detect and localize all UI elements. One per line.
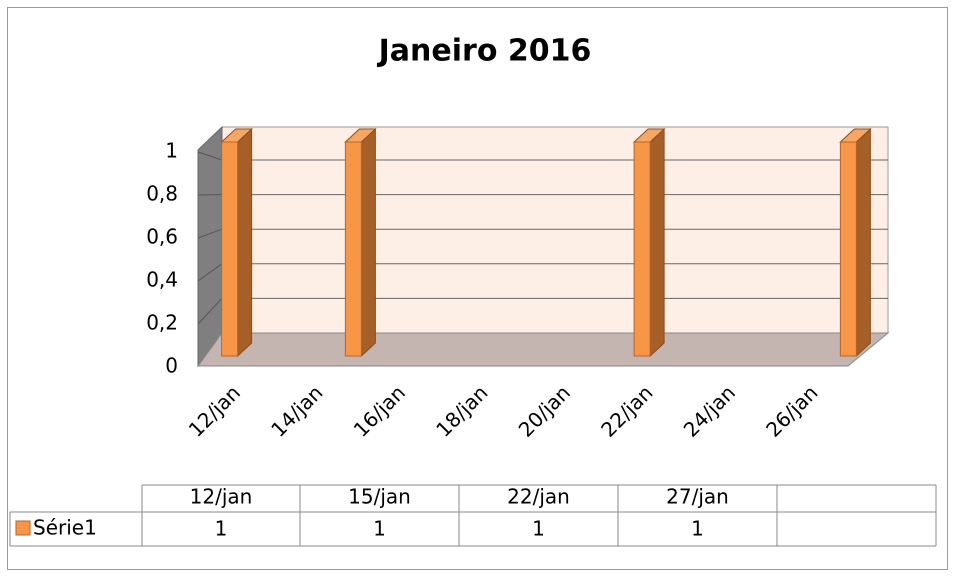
y-tick-label: 0,6	[146, 225, 178, 249]
table-header: 12/jan	[190, 485, 253, 509]
table-value: 1	[215, 517, 228, 541]
bar-side	[856, 129, 870, 356]
y-tick-label: 1	[165, 139, 178, 163]
legend-label: Série1	[33, 516, 97, 540]
chart-title: Janeiro 2016	[377, 34, 592, 69]
legend-swatch	[16, 521, 30, 535]
bar-side	[238, 129, 252, 356]
y-tick-label: 0,8	[146, 182, 178, 206]
table-value: 1	[691, 517, 704, 541]
table-header: 15/jan	[348, 485, 411, 509]
y-tick-label: 0,4	[146, 268, 178, 292]
bar-side	[361, 129, 375, 356]
side-wall	[198, 127, 222, 366]
bar	[345, 129, 375, 356]
bar	[634, 129, 664, 356]
y-tick-label: 0	[165, 354, 178, 378]
bar-front	[222, 142, 238, 356]
table-value: 1	[532, 517, 545, 541]
bar-front	[840, 142, 856, 356]
bar-front	[634, 142, 650, 356]
table-header: 22/jan	[507, 485, 570, 509]
bar-front	[345, 142, 361, 356]
y-tick-label: 0,2	[146, 311, 178, 335]
table-value: 1	[373, 517, 386, 541]
table-header: 27/jan	[666, 485, 729, 509]
back-wall	[222, 127, 888, 333]
bar	[222, 129, 252, 356]
floor	[198, 333, 888, 366]
bar-side	[650, 129, 664, 356]
bar	[840, 129, 870, 356]
